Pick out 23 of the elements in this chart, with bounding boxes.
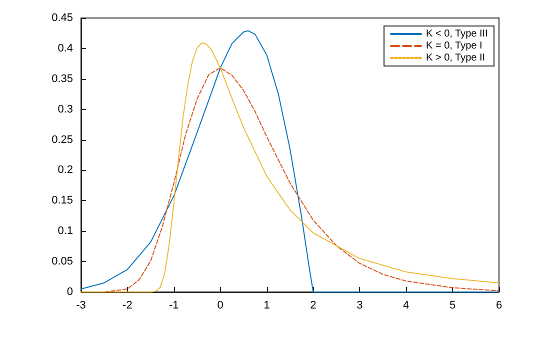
y-tick-label: 0.2 [58,164,73,176]
x-tick-label: 2 [310,300,316,312]
x-tick-label: 0 [217,300,224,312]
y-tick-label: 0.45 [52,12,73,24]
y-tick-label: 0 [66,286,73,298]
x-tick-label: 1 [264,300,270,312]
x-tick-label: 6 [496,300,502,312]
x-tick-label: -2 [122,300,132,312]
y-tick-label: 0.4 [58,42,73,54]
y-tick-label: 0.35 [52,72,73,85]
x-tick-label: 3 [356,300,363,312]
y-tick-label: 0.25 [52,134,73,146]
legend-label: K = 0, Type I [426,40,482,52]
x-tick-label: -1 [169,300,179,312]
legend-label: K < 0, Type III [426,28,488,40]
y-tick-label: 0.05 [52,256,73,268]
y-tick-label: 0.15 [52,194,73,207]
x-tick-label: -3 [76,300,86,312]
legend-label: K > 0, Type II [426,52,486,64]
y-tick-label: 0.3 [58,103,73,116]
y-tick-label: 0.1 [58,225,73,238]
x-tick-label: 4 [403,300,410,312]
x-tick-label: 5 [449,300,456,312]
